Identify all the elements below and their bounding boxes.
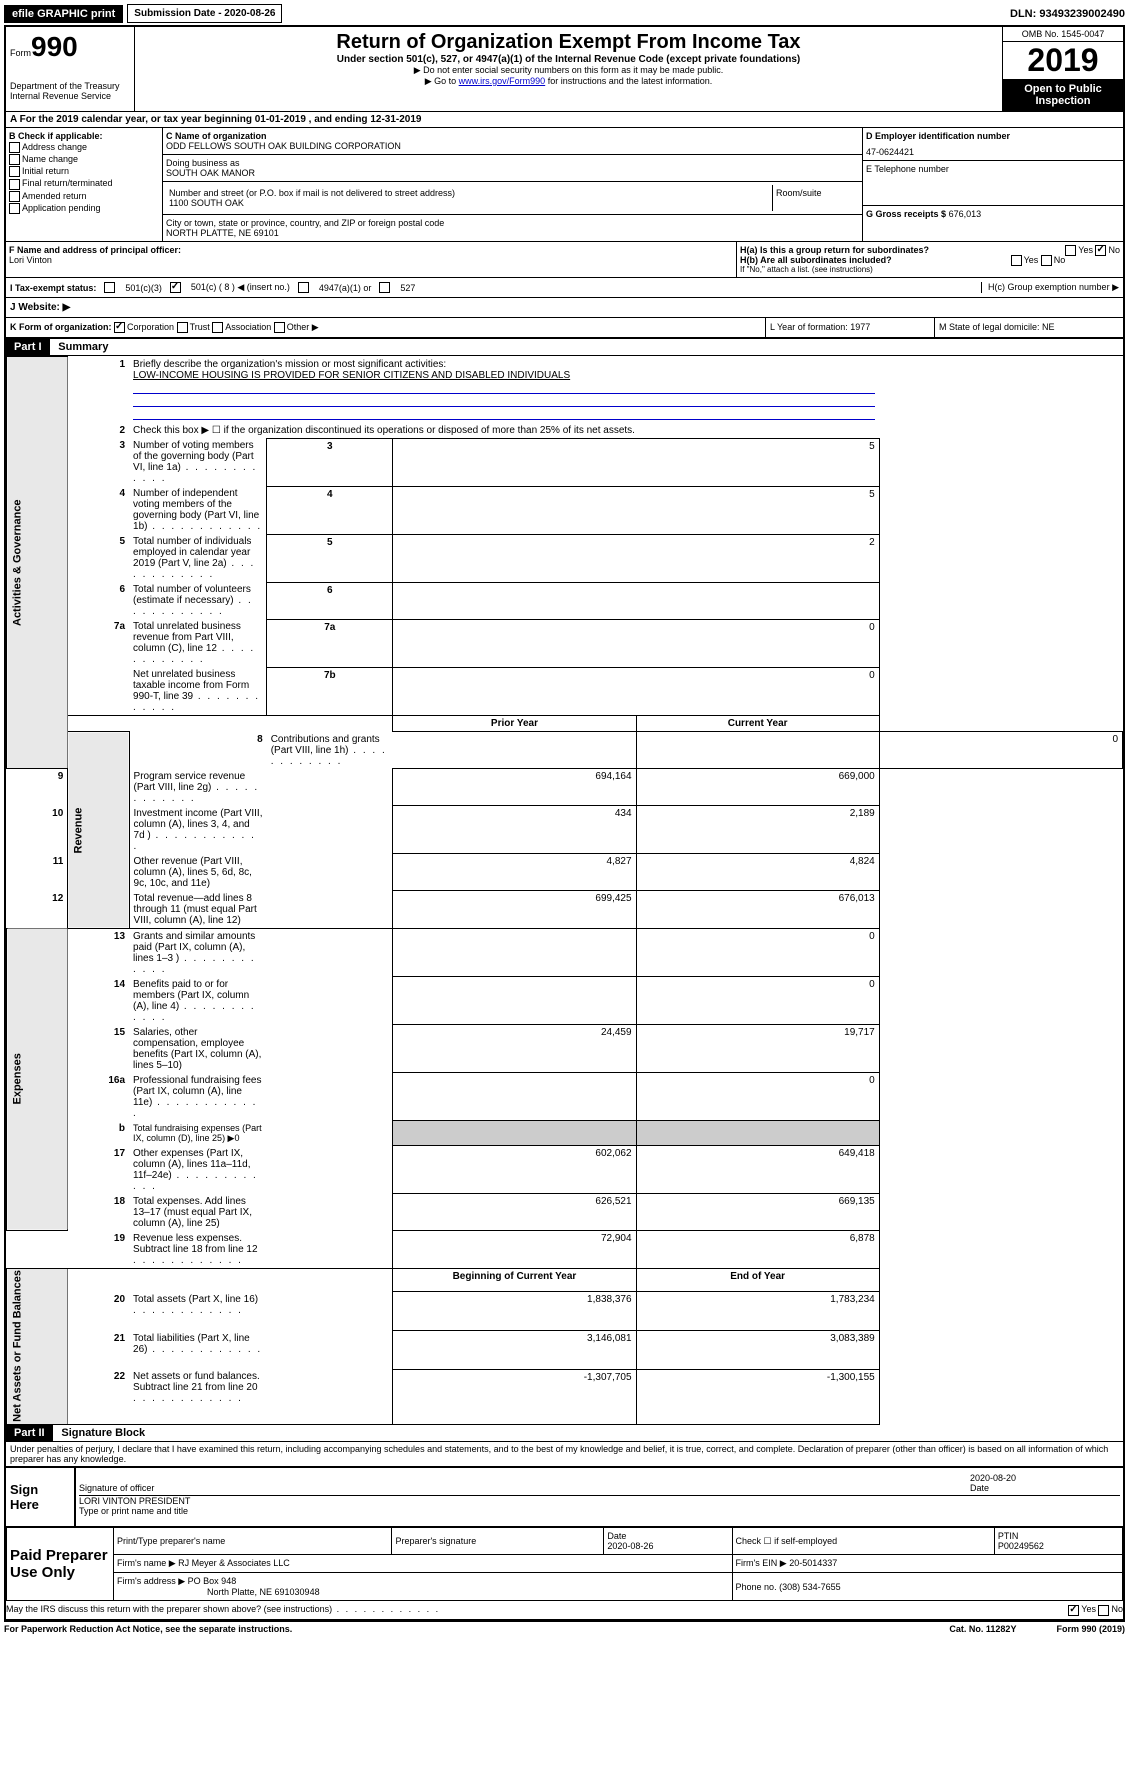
line-2: Check this box ▶ ☐ if the organization d… [129,423,879,439]
discuss-question: May the IRS discuss this return with the… [6,1604,440,1615]
efile-button[interactable]: efile GRAPHIC print [4,5,123,23]
signature-line: Signature of officer [79,1473,970,1493]
line-12: Total revenue—add lines 8 through 11 (mu… [129,891,267,929]
dba-cell: Doing business as SOUTH OAK MANOR [163,155,862,182]
line-7a: Total unrelated business revenue from Pa… [129,619,267,667]
side-governance: Activities & Governance [7,357,68,769]
paperwork-notice: For Paperwork Reduction Act Notice, see … [4,1624,292,1634]
line-13: Grants and similar amounts paid (Part IX… [129,928,267,977]
submission-date: Submission Date - 2020-08-26 [127,4,282,23]
side-expenses: Expenses [7,928,68,1231]
sign-here-label: Sign Here [6,1468,74,1526]
cat-number: Cat. No. 11282Y [949,1624,1016,1634]
form-number-cell: Form990 Department of the Treasury Inter… [6,27,135,111]
open-to-public: Open to Public Inspection [1003,79,1123,111]
hdr-begin: Beginning of Current Year [393,1268,636,1292]
firm-address: Firm's address ▶ PO Box 948North Platte,… [114,1573,733,1601]
omb-number: OMB No. 1545-0047 [1003,27,1123,42]
line-8: Contributions and grants (Part VIII, lin… [267,732,393,769]
line-17: Other expenses (Part IX, column (A), lin… [129,1146,267,1194]
line-4: Number of independent voting members of … [129,486,267,534]
line-22: Net assets or fund balances. Subtract li… [129,1369,267,1425]
firm-phone: Phone no. (308) 534-7655 [732,1573,1122,1601]
note-ssn: ▶ Do not enter social security numbers o… [139,65,998,76]
line-15: Salaries, other compensation, employee b… [129,1025,267,1073]
org-name-cell: C Name of organization ODD FELLOWS SOUTH… [163,128,862,155]
gross-receipts: G Gross receipts $ 676,013 [863,206,1123,222]
line-5: Total number of individuals employed in … [129,534,267,582]
room-suite: Room/suite [773,185,859,211]
line-7b: Net unrelated business taxable income fr… [129,667,267,716]
line-9: Program service revenue (Part VIII, line… [129,769,267,806]
prep-sig-hdr: Preparer's signature [392,1528,604,1555]
prep-self-employed: Check ☐ if self-employed [732,1528,994,1555]
telephone-cell: E Telephone number [863,161,1123,206]
paid-preparer-label: Paid Preparer Use Only [7,1528,114,1601]
chk-501c3[interactable] [104,282,115,293]
prep-ptin: PTINP00249562 [994,1528,1122,1555]
group-return-section: H(a) Is this a group return for subordin… [737,242,1123,277]
chk-527[interactable] [379,282,390,293]
hc-group-exemption: H(c) Group exemption number ▶ [981,282,1119,293]
perjury-statement: Under penalties of perjury, I declare th… [6,1442,1123,1466]
period-line: A For the 2019 calendar year, or tax yea… [6,112,1123,128]
line-11: Other revenue (Part VIII, column (A), li… [129,854,267,891]
note-link: ▶ Go to www.irs.gov/Form990 for instruct… [139,76,998,87]
prep-name-hdr: Print/Type preparer's name [114,1528,392,1555]
line-6: Total number of volunteers (estimate if … [129,582,267,619]
tax-year: 2019 [1003,42,1123,79]
irs-link[interactable]: www.irs.gov/Form990 [459,76,546,86]
line-10: Investment income (Part VIII, column (A)… [129,806,267,854]
ein-cell: D Employer identification number 47-0624… [863,128,1123,161]
tax-exempt-label: I Tax-exempt status: [10,283,96,293]
officer-name-title: LORI VINTON PRESIDENT Type or print name… [79,1496,1120,1516]
part1-header: Part I [6,339,50,355]
hdr-prior: Prior Year [393,716,636,732]
side-net-assets: Net Assets or Fund Balances [7,1268,68,1425]
principal-officer: F Name and address of principal officer:… [6,242,737,277]
state-domicile: M State of legal domicile: NE [934,318,1123,337]
discuss-yes-no: Yes No [1068,1604,1123,1615]
section-b: B Check if applicable: Address change Na… [6,128,163,241]
form-of-organization: K Form of organization: Corporation Trus… [6,318,765,337]
sign-date: 2020-08-20Date [970,1473,1120,1493]
subtitle: Under section 501(c), 527, or 4947(a)(1)… [139,54,998,65]
line-14: Benefits paid to or for members (Part IX… [129,977,267,1025]
hdr-end: End of Year [636,1268,879,1292]
form-footer: Form 990 (2019) [1056,1624,1125,1634]
side-revenue: Revenue [68,732,129,929]
chk-4947[interactable] [298,282,309,293]
line-18: Total expenses. Add lines 13–17 (must eq… [129,1194,267,1231]
line-19: Revenue less expenses. Subtract line 18 … [129,1231,267,1269]
hdr-current: Current Year [636,716,879,732]
dln: DLN: 93493239002490 [1010,8,1125,20]
part2-title: Signature Block [55,1425,151,1441]
part1-title: Summary [52,339,114,355]
department: Department of the Treasury Internal Reve… [10,81,130,101]
line-1: Briefly describe the organization's miss… [129,357,879,423]
main-title: Return of Organization Exempt From Incom… [139,31,998,54]
line-16b: Total fundraising expenses (Part IX, col… [129,1121,267,1146]
street-address: Number and street (or P.O. box if mail i… [166,185,773,211]
line-16a: Professional fundraising fees (Part IX, … [129,1073,267,1121]
website-row: J Website: ▶ [6,298,1123,318]
city-state-zip: City or town, state or province, country… [163,215,862,241]
line-20: Total assets (Part X, line 16) [129,1292,267,1331]
part2-header: Part II [6,1425,53,1441]
line-3: Number of voting members of the governin… [129,438,267,486]
line-21: Total liabilities (Part X, line 26) [129,1331,267,1370]
firm-name: Firm's name ▶ RJ Meyer & Associates LLC [114,1555,733,1573]
chk-501c[interactable] [170,282,181,293]
prep-date: Date2020-08-26 [604,1528,732,1555]
year-formation: L Year of formation: 1977 [765,318,934,337]
firm-ein: Firm's EIN ▶ 20-5014337 [732,1555,1122,1573]
